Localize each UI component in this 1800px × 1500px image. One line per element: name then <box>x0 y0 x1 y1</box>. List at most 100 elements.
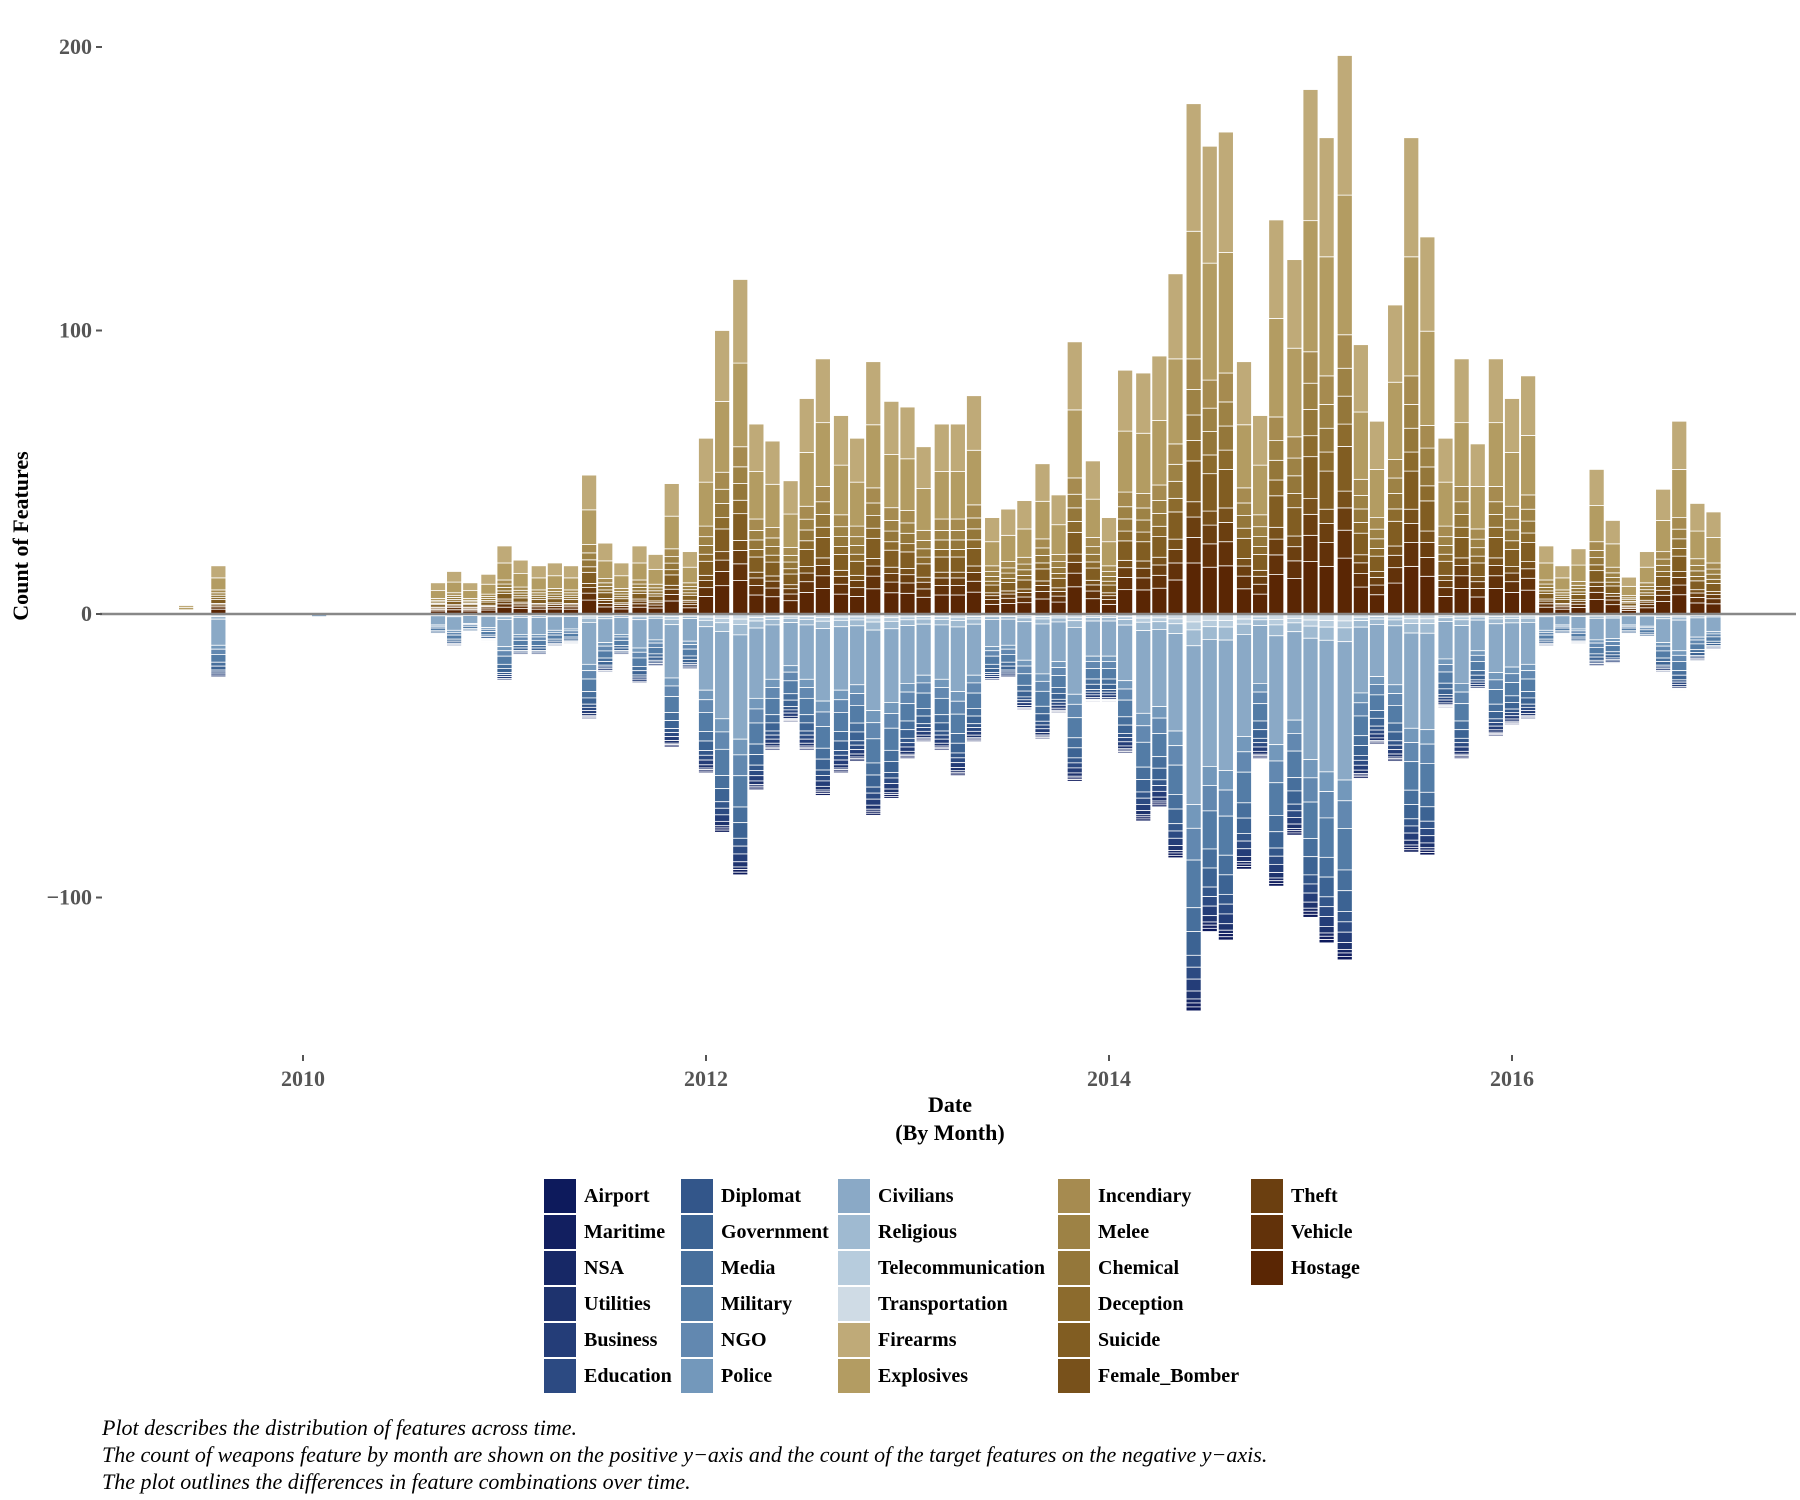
bar-segment-theft <box>714 559 731 572</box>
bar-segment-civilians <box>631 619 648 649</box>
bar-segment-telecommunication <box>1185 621 1202 631</box>
bar-segment-civilians <box>833 626 849 691</box>
bar-segment-chemical <box>1588 557 1605 566</box>
bar-segment-utilities <box>1302 901 1319 909</box>
legend-item: Military <box>681 1286 838 1322</box>
legend-swatch <box>681 1214 713 1250</box>
bar-segment-vehicle <box>581 592 598 601</box>
bar-segment-female_bomber <box>1655 586 1672 591</box>
bar-segment-media <box>1016 684 1033 692</box>
bar-segment-media <box>833 731 849 742</box>
bar-segment-media <box>849 722 866 733</box>
bar-segment-police <box>798 678 815 688</box>
bar-segment-suicide <box>732 513 749 541</box>
bar-segment-theft <box>748 577 765 586</box>
bar-segment-religious <box>1268 624 1285 637</box>
bar-segment-chemical <box>1151 512 1168 527</box>
bar-segment-incendiary <box>597 578 614 584</box>
bar-segment-ngo <box>933 687 950 699</box>
bar-segment-deception <box>798 540 815 550</box>
bar-segment-theft <box>1302 513 1319 536</box>
bar-segment-deception <box>1016 575 1033 581</box>
target-bars <box>178 613 1722 1012</box>
bar-segment-incendiary <box>1151 484 1168 501</box>
bar-segment-diplomat <box>1016 696 1033 701</box>
bar-segment-civilians <box>764 624 781 680</box>
bar-segment-explosives <box>563 577 579 591</box>
bar-segment-explosives <box>1101 541 1117 567</box>
bar-segment-media <box>631 666 648 672</box>
bar-segment-vehicle <box>1217 541 1234 567</box>
bar-segment-explosives <box>647 568 664 585</box>
x-tick-label: 2010 <box>281 1066 325 1091</box>
bar-segment-chemical <box>1318 427 1335 453</box>
bar-segment-incendiary <box>1000 561 1017 569</box>
bar-segment-explosives <box>1689 530 1706 560</box>
bar-segment-explosives <box>1135 432 1152 494</box>
bar-segment-firearms <box>1620 576 1637 587</box>
bar-segment-police <box>1520 663 1537 672</box>
bar-segment-ngo <box>1588 642 1605 648</box>
bar-segment-vehicle <box>1167 562 1184 581</box>
bar-segment-utilities <box>798 742 815 747</box>
bar-segment-theft <box>849 580 866 589</box>
legend-label: Deception <box>1098 1292 1184 1315</box>
legend-swatch <box>838 1358 870 1394</box>
legend-label: Business <box>584 1328 658 1351</box>
bar-segment-airport <box>1671 689 1688 691</box>
bar-segment-police <box>1151 706 1168 719</box>
legend-swatch <box>838 1286 870 1322</box>
bar-segment-airport <box>732 871 749 876</box>
bar-segment-ngo <box>1050 667 1067 676</box>
bar-segment-telecommunication <box>732 618 749 625</box>
bar-segment-vehicle <box>714 571 731 587</box>
bar-segment-government <box>1117 724 1134 734</box>
bar-segment-suicide <box>631 593 648 600</box>
x-tick-label: 2016 <box>1490 1066 1534 1091</box>
bar-segment-education <box>966 727 982 732</box>
bar-segment-military <box>210 654 227 663</box>
bar-segment-suicide <box>1655 576 1672 587</box>
bar-segment-civilians <box>798 624 815 680</box>
bar-segment-suicide <box>1336 446 1353 492</box>
bar-segment-civilians <box>1336 641 1353 781</box>
bar-segment-diplomat <box>1066 757 1083 764</box>
bar-segment-utilities <box>1336 942 1353 950</box>
bar-segment-business <box>1117 741 1134 747</box>
bar-segment-civilians <box>1252 625 1269 684</box>
bar-segment-deception <box>1302 435 1319 458</box>
bar-segment-vehicle <box>1185 537 1202 564</box>
bar-segment-vehicle <box>1538 603 1555 608</box>
bar-segment-theft <box>1671 576 1688 586</box>
bar-segment-utilities <box>1318 926 1335 934</box>
bar-segment-incendiary <box>1487 486 1504 503</box>
bar-segment-hostage <box>1084 598 1101 615</box>
bar-segment-media <box>1469 670 1486 676</box>
bar-segment-airport <box>1387 759 1404 762</box>
bar-segment-chemical <box>1236 515 1252 529</box>
bar-segment-military <box>1201 810 1218 850</box>
bar-segment-diplomat <box>899 737 916 744</box>
bar-segment-melee <box>1419 447 1436 468</box>
bar-segment-religious <box>1369 618 1385 625</box>
bar-segment-diplomat <box>1034 720 1051 726</box>
bar-segment-hostage <box>1487 588 1504 615</box>
bar-segment-military <box>1352 715 1369 737</box>
bar-segment-religious <box>782 617 799 624</box>
bar-segment-police <box>1419 729 1436 745</box>
bar-segment-firearms <box>210 565 227 579</box>
legend-column: Theft Vehicle Hostage <box>1251 1178 1371 1394</box>
bar-segment-firearms <box>833 415 849 466</box>
bar-segment-civilians <box>949 626 966 692</box>
bar-segment-government <box>1352 745 1369 756</box>
bar-segment-hostage <box>1655 601 1672 615</box>
legend-label: Theft <box>1291 1184 1338 1207</box>
bar-segment-suicide <box>1302 456 1319 500</box>
bar-segment-incendiary <box>1520 494 1537 510</box>
bar-segment-diplomat <box>883 772 900 779</box>
bar-segment-deception <box>1352 522 1369 534</box>
bar-segment-ngo <box>1084 661 1101 669</box>
bar-segment-hostage <box>1268 574 1285 615</box>
legend-label: Vehicle <box>1291 1220 1353 1243</box>
bar-segment-police <box>1201 766 1218 786</box>
